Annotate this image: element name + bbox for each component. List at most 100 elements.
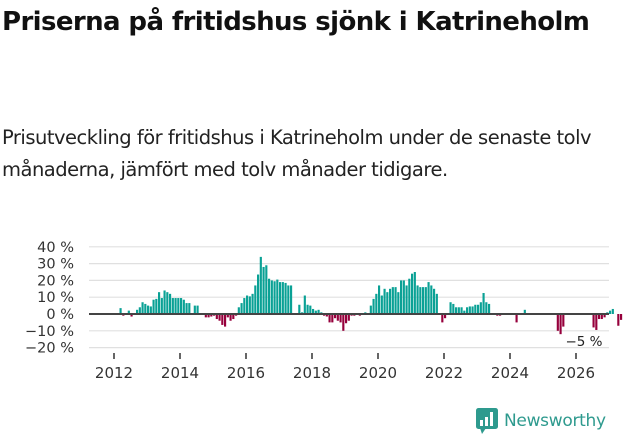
bar: [397, 292, 400, 314]
x-tick-label: 2020: [359, 364, 397, 382]
bar: [279, 282, 282, 314]
bar: [441, 314, 444, 323]
brand-name: Newsworthy: [504, 411, 606, 431]
bar: [603, 314, 606, 318]
bar: [400, 280, 403, 314]
chart-title: Priserna på fritidshus sjönk i Katrineho…: [2, 7, 590, 37]
bar: [276, 279, 279, 314]
bar: [408, 278, 411, 314]
bar: [419, 287, 422, 314]
bar: [485, 302, 488, 314]
bar: [207, 314, 210, 318]
bar: [394, 287, 397, 314]
bar: [474, 304, 477, 314]
bar: [251, 293, 254, 314]
bar: [466, 307, 469, 314]
bar: [380, 295, 383, 314]
latest-value-annotation: −5 %: [565, 334, 602, 350]
bar: [422, 287, 425, 314]
bar: [389, 288, 392, 314]
bar: [163, 290, 166, 314]
bar: [391, 287, 394, 314]
bar: [378, 285, 381, 314]
bar: [309, 305, 312, 314]
bar: [452, 303, 455, 314]
bar: [290, 285, 293, 314]
y-tick-label: 40 %: [37, 240, 74, 256]
bar: [460, 307, 463, 314]
bar: [259, 256, 262, 314]
bar: [595, 314, 598, 330]
y-tick-label: 10 %: [37, 290, 74, 306]
bar: [265, 265, 268, 314]
bar: [617, 314, 620, 326]
bar: [312, 308, 315, 314]
bar: [435, 293, 438, 314]
bar: [328, 314, 331, 323]
bar: [331, 314, 334, 323]
x-axis: 2012 2014 2016 2018 2020 2022 2024 2026: [95, 353, 595, 382]
bar: [523, 309, 526, 314]
bar: [210, 314, 213, 317]
bar: [449, 302, 452, 314]
y-axis-labels: 40 %30 %20 %10 %0 %−10 %−20 %: [25, 240, 74, 357]
bar: [383, 288, 386, 314]
bar: [386, 292, 389, 314]
bar: [468, 306, 471, 314]
bar: [455, 307, 458, 314]
x-tick-label: 2014: [161, 364, 199, 382]
bar: [218, 314, 221, 321]
bar: [347, 314, 350, 321]
bar: [257, 274, 260, 314]
bar: [138, 307, 141, 314]
bar: [193, 305, 196, 314]
bar: [152, 299, 155, 314]
bar: [427, 282, 430, 314]
bar: [457, 307, 460, 314]
bar: [345, 314, 348, 324]
bar: [334, 314, 337, 319]
bar: [262, 266, 265, 314]
bar: [240, 303, 243, 314]
bar: [562, 314, 565, 327]
bar: [169, 293, 172, 314]
bar: [303, 295, 306, 314]
bar: [180, 298, 183, 314]
bar: [248, 296, 251, 314]
bar: [598, 314, 601, 320]
bar: [158, 292, 161, 314]
x-tick-label: 2026: [557, 364, 595, 382]
bar: [166, 292, 169, 314]
bar: [273, 281, 276, 314]
bar: [600, 314, 603, 320]
bar: [196, 305, 199, 314]
bar: [281, 282, 284, 314]
bar: [188, 303, 191, 314]
y-tick-label: −20 %: [25, 341, 74, 357]
bar: [226, 314, 229, 318]
bar: [182, 299, 185, 314]
bar: [232, 314, 235, 320]
bar: [488, 303, 491, 314]
bar: [237, 307, 240, 314]
chart-subtitle: Prisutveckling för fritidshus i Katrineh…: [2, 126, 592, 181]
bars: [119, 256, 623, 335]
bar: [149, 306, 152, 314]
bar: [405, 285, 408, 314]
bar: [155, 298, 158, 314]
bar-chart: 40 %30 %20 %10 %0 %−10 %−20 % 2012 2014 20…: [25, 240, 623, 382]
bar: [592, 314, 595, 328]
bar-chart-speech-bubble-icon: [476, 408, 498, 434]
bar: [444, 314, 447, 319]
bar: [339, 314, 342, 323]
y-tick-label: 0 %: [46, 307, 74, 323]
bar: [221, 314, 224, 325]
bar: [402, 280, 405, 314]
bar: [270, 280, 273, 314]
bar: [375, 293, 378, 314]
bar: [433, 288, 436, 314]
bar: [185, 303, 188, 314]
bar: [413, 272, 416, 314]
bar: [372, 298, 375, 314]
bar: [204, 314, 207, 318]
